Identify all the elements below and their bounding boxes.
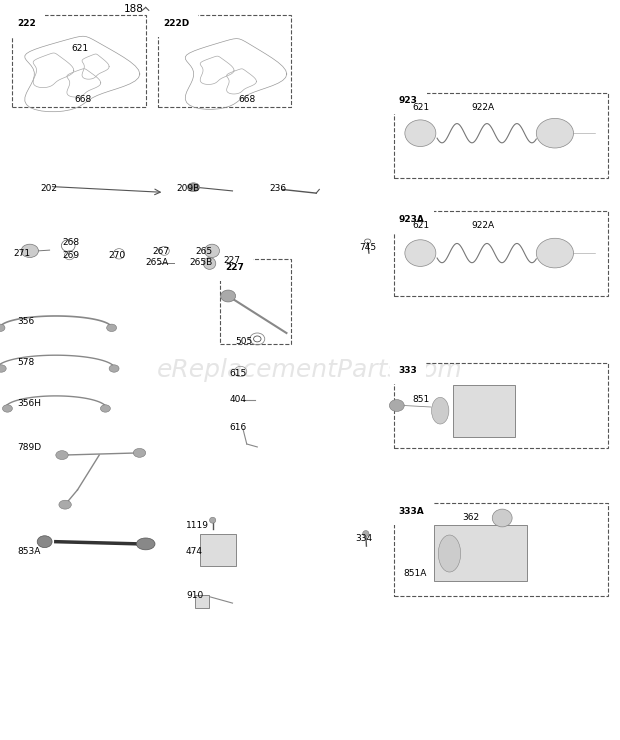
Text: 621: 621 — [412, 103, 430, 112]
Ellipse shape — [205, 244, 219, 258]
Ellipse shape — [203, 258, 216, 269]
Text: 268: 268 — [62, 238, 79, 247]
Text: 227: 227 — [223, 256, 240, 265]
Text: 265B: 265B — [189, 258, 212, 267]
Text: 621: 621 — [71, 44, 89, 53]
Ellipse shape — [0, 365, 6, 372]
Text: 668: 668 — [74, 95, 92, 104]
Text: eReplacementParts.com: eReplacementParts.com — [157, 358, 463, 382]
Text: 334: 334 — [355, 534, 373, 543]
Ellipse shape — [405, 240, 436, 266]
Text: 188: 188 — [123, 4, 143, 14]
Text: 853A: 853A — [17, 547, 41, 556]
Ellipse shape — [2, 405, 12, 412]
Text: 578: 578 — [17, 358, 35, 367]
Ellipse shape — [100, 405, 110, 412]
Ellipse shape — [56, 451, 68, 460]
Text: 923A: 923A — [399, 215, 425, 223]
Text: 745: 745 — [360, 243, 377, 252]
Bar — [453, 385, 515, 437]
Ellipse shape — [0, 324, 5, 332]
Text: 333: 333 — [399, 366, 417, 375]
Text: 505: 505 — [236, 337, 253, 346]
Ellipse shape — [363, 531, 369, 536]
Ellipse shape — [21, 244, 38, 258]
Ellipse shape — [405, 120, 436, 147]
Bar — [195, 595, 209, 608]
Ellipse shape — [492, 509, 512, 527]
Ellipse shape — [187, 183, 200, 192]
Text: 362: 362 — [462, 514, 479, 522]
Text: 222D: 222D — [163, 18, 189, 27]
Text: 922A: 922A — [471, 221, 494, 230]
Ellipse shape — [536, 238, 574, 268]
Bar — [434, 525, 527, 581]
Text: 851A: 851A — [403, 569, 427, 578]
Text: 269: 269 — [62, 251, 79, 260]
Text: 209B: 209B — [177, 184, 200, 193]
Ellipse shape — [109, 365, 119, 372]
Ellipse shape — [438, 535, 461, 572]
Text: 267: 267 — [152, 247, 169, 256]
Text: 356H: 356H — [17, 399, 42, 408]
Text: 922A: 922A — [471, 103, 494, 112]
Text: 271: 271 — [14, 249, 31, 258]
Text: 333A: 333A — [399, 507, 425, 516]
Text: 789D: 789D — [17, 443, 42, 452]
Text: 621: 621 — [412, 221, 430, 230]
Ellipse shape — [432, 397, 449, 424]
Text: 1119: 1119 — [186, 521, 209, 530]
Text: 910: 910 — [186, 591, 203, 600]
Text: 851: 851 — [412, 395, 430, 404]
Ellipse shape — [59, 500, 71, 509]
Ellipse shape — [221, 290, 236, 302]
Text: 356: 356 — [17, 317, 35, 326]
Text: 474: 474 — [186, 547, 203, 556]
Ellipse shape — [133, 448, 146, 457]
Ellipse shape — [536, 118, 574, 148]
Text: 616: 616 — [229, 423, 247, 432]
Text: 265: 265 — [195, 247, 213, 256]
Ellipse shape — [389, 400, 404, 411]
Text: 615: 615 — [229, 369, 247, 378]
Ellipse shape — [107, 324, 117, 332]
Ellipse shape — [210, 517, 216, 523]
Bar — [200, 534, 236, 566]
Text: 227: 227 — [225, 263, 244, 272]
Ellipse shape — [37, 536, 52, 548]
Text: 236: 236 — [270, 184, 287, 193]
Text: 923: 923 — [399, 96, 417, 105]
Text: 404: 404 — [229, 395, 246, 404]
Text: 270: 270 — [108, 251, 126, 260]
Text: 265A: 265A — [146, 258, 169, 267]
Text: 222: 222 — [17, 18, 36, 27]
Text: 668: 668 — [239, 95, 256, 104]
Ellipse shape — [136, 538, 155, 550]
Text: 202: 202 — [40, 184, 57, 193]
